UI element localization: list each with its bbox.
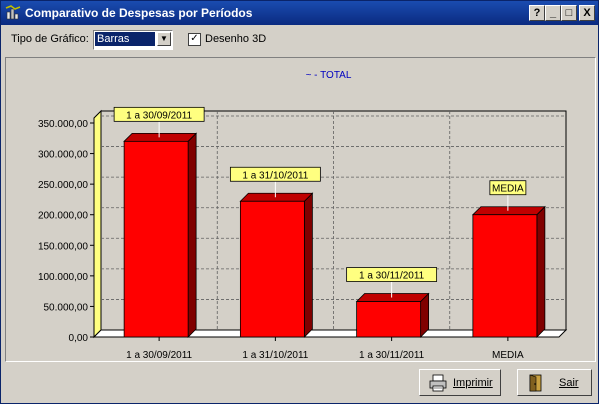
- x-tick-label: MEDIA: [492, 350, 524, 361]
- y-tick-label: 100.000,00: [38, 272, 88, 283]
- bar-top: [355, 293, 430, 302]
- help-button[interactable]: ?: [529, 5, 545, 21]
- data-label-box: [489, 180, 527, 196]
- print-label: Imprimir: [453, 377, 493, 389]
- draw3d-label: Desenho 3D: [205, 33, 267, 45]
- chart-title: ~ - TOTAL: [306, 70, 352, 81]
- y-tick-label: 350.000,00: [38, 119, 88, 130]
- draw3d-checkbox[interactable]: ✓: [188, 33, 201, 46]
- data-label: 1 a 30/11/2011: [359, 271, 425, 282]
- exit-button[interactable]: Sair: [517, 369, 592, 396]
- exit-label: Sair: [559, 377, 579, 389]
- printer-icon: [429, 374, 447, 392]
- x-tick-label: 1 a 30/11/2011: [359, 350, 425, 361]
- chart-type-select[interactable]: Barras ▼: [93, 30, 173, 50]
- chart-type-value: Barras: [95, 32, 155, 46]
- bar-top: [471, 206, 546, 216]
- data-label-box: [113, 106, 205, 122]
- x-tick-label: 1 a 31/10/2011: [242, 350, 308, 361]
- bar: [239, 200, 305, 338]
- bar-top: [123, 132, 198, 142]
- bar-side: [536, 205, 546, 338]
- bar-side: [303, 192, 313, 338]
- y-tick-label: 200.000,00: [38, 211, 88, 222]
- data-label: 1 a 30/09/2011: [126, 110, 192, 121]
- bar: [356, 301, 422, 338]
- title-bar[interactable]: Comparativo de Despesas por Períodos ? _…: [1, 1, 598, 25]
- bar: [123, 140, 189, 338]
- y-tick-label: 300.000,00: [38, 150, 88, 161]
- app-icon: [5, 5, 21, 20]
- bar-chart: 0,00 50.000,00 100.000,00 150.000,00 200.000…: [38, 70, 568, 361]
- data-label-box: [229, 166, 321, 182]
- print-button[interactable]: Imprimir: [419, 369, 501, 396]
- window-title: Comparativo de Despesas por Períodos: [25, 6, 253, 20]
- y-tick-label: 50.000,00: [44, 302, 89, 313]
- chart-type-label: Tipo de Gráfico:: [11, 33, 89, 45]
- minimize-button[interactable]: _: [545, 5, 561, 21]
- bar: [472, 214, 538, 338]
- y-tick-label: 250.000,00: [38, 180, 88, 191]
- y-tick-label: 0,00: [69, 333, 89, 344]
- chart-panel: 0,00 50.000,00 100.000,00 150.000,00 200.000…: [5, 57, 596, 362]
- y-tick-label: 150.000,00: [38, 241, 88, 252]
- data-label: MEDIA: [492, 184, 524, 195]
- close-button[interactable]: X: [579, 5, 595, 21]
- chart-left-wall: [93, 109, 102, 339]
- door-exit-icon: [529, 374, 542, 392]
- x-tick-label: 1 a 30/09/2011: [126, 350, 192, 361]
- bar-top: [239, 192, 314, 202]
- data-label: 1 a 31/10/2011: [242, 170, 308, 181]
- maximize-button[interactable]: □: [561, 5, 577, 21]
- chevron-down-icon[interactable]: ▼: [157, 32, 171, 46]
- data-label-box: [346, 267, 438, 282]
- bar-side: [187, 132, 197, 338]
